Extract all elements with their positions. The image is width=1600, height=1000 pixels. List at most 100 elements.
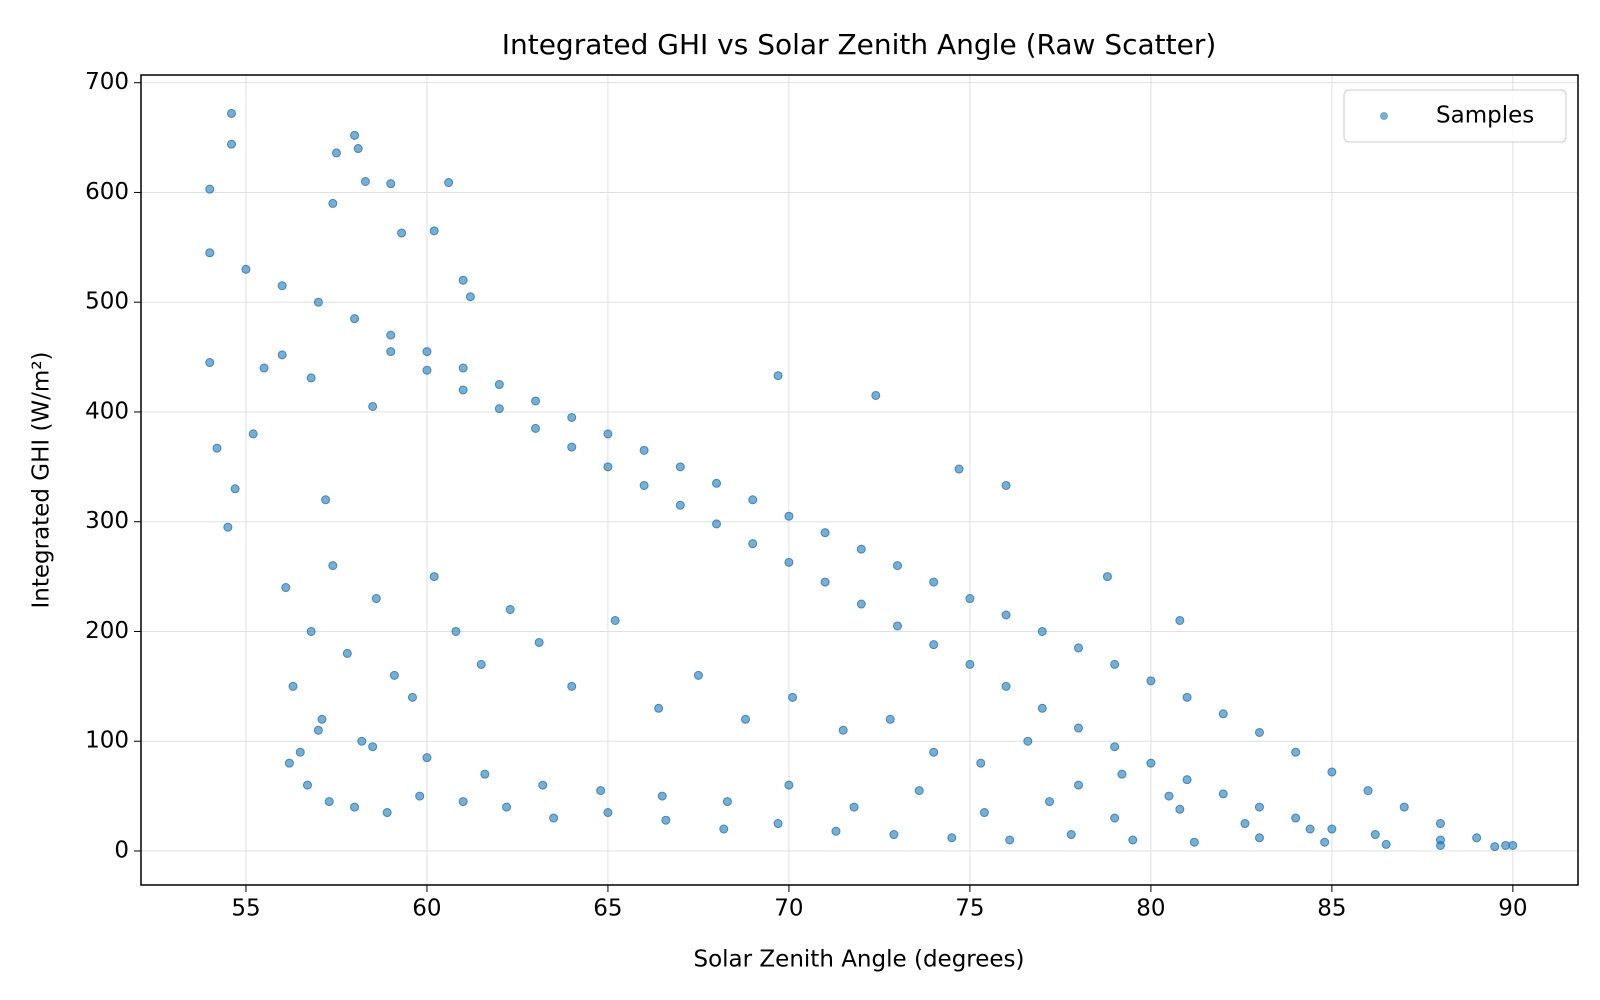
point (317, 714, 327, 724)
point (1305, 824, 1315, 834)
point (306, 626, 316, 636)
point (281, 583, 291, 593)
point (502, 802, 512, 812)
legend-marker (1380, 112, 1388, 120)
point (965, 659, 975, 669)
point (1327, 767, 1337, 777)
y-tick-label: 200 (85, 618, 129, 644)
point (1175, 804, 1185, 814)
point (480, 769, 490, 779)
point (1291, 747, 1301, 757)
point (313, 297, 323, 307)
point (914, 786, 924, 796)
point (451, 626, 461, 636)
point (277, 350, 287, 360)
point (531, 423, 541, 433)
point (929, 577, 939, 587)
point (415, 791, 425, 801)
point (639, 480, 649, 490)
point (321, 495, 331, 505)
point (389, 670, 399, 680)
point (1490, 842, 1500, 852)
point (313, 725, 323, 735)
point (223, 522, 233, 532)
point (407, 692, 417, 702)
point (954, 464, 964, 474)
point (657, 791, 667, 801)
point (1102, 572, 1112, 582)
point (856, 599, 866, 609)
y-tick-label: 0 (114, 837, 129, 863)
point (324, 797, 334, 807)
point (567, 442, 577, 452)
x-tick-label: 90 (1498, 896, 1527, 922)
point (979, 808, 989, 818)
x-tick-label: 70 (774, 896, 803, 922)
point (889, 830, 899, 840)
x-axis-label: Solar Zenith Angle (degrees) (694, 947, 1025, 973)
point (820, 528, 830, 538)
point (505, 605, 515, 615)
point (328, 198, 338, 208)
point (386, 179, 396, 189)
point (1073, 643, 1083, 653)
point (368, 742, 378, 752)
point (422, 753, 432, 763)
point (331, 148, 341, 158)
point (1110, 813, 1120, 823)
point (1037, 626, 1047, 636)
point (929, 747, 939, 757)
point (422, 365, 432, 375)
point (1501, 840, 1511, 850)
point (386, 347, 396, 357)
point (444, 178, 454, 188)
point (288, 681, 298, 691)
point (1435, 819, 1445, 829)
point (226, 139, 236, 149)
point (1218, 709, 1228, 719)
x-tick-label: 80 (1136, 896, 1165, 922)
point (831, 826, 841, 836)
point (429, 572, 439, 582)
point (603, 808, 613, 818)
point (748, 539, 758, 549)
point (976, 758, 986, 768)
point (371, 594, 381, 604)
point (357, 736, 367, 746)
x-tick-label: 55 (231, 896, 260, 922)
x-tick-label: 75 (955, 896, 984, 922)
y-tick-label: 600 (85, 179, 129, 205)
point (1363, 786, 1373, 796)
point (397, 228, 407, 238)
point (494, 404, 504, 414)
point (1146, 758, 1156, 768)
point (476, 659, 486, 669)
y-tick-label: 100 (85, 728, 129, 754)
chart-title: Integrated GHI vs Solar Zenith Angle (Ra… (502, 28, 1217, 61)
point (965, 594, 975, 604)
point (386, 330, 396, 340)
point (784, 780, 794, 790)
point (1175, 615, 1185, 625)
point (1110, 659, 1120, 669)
point (306, 373, 316, 383)
point (885, 714, 895, 724)
point (1045, 797, 1055, 807)
point (350, 130, 360, 140)
point (205, 358, 215, 368)
point (1254, 833, 1264, 843)
y-tick-label: 400 (85, 398, 129, 424)
point (654, 703, 664, 713)
point (784, 557, 794, 567)
point (1320, 837, 1330, 847)
point (719, 824, 729, 834)
point (1189, 837, 1199, 847)
point (675, 500, 685, 510)
point (1146, 676, 1156, 686)
point (1291, 813, 1301, 823)
point (596, 786, 606, 796)
point (277, 281, 287, 291)
point (259, 363, 269, 373)
